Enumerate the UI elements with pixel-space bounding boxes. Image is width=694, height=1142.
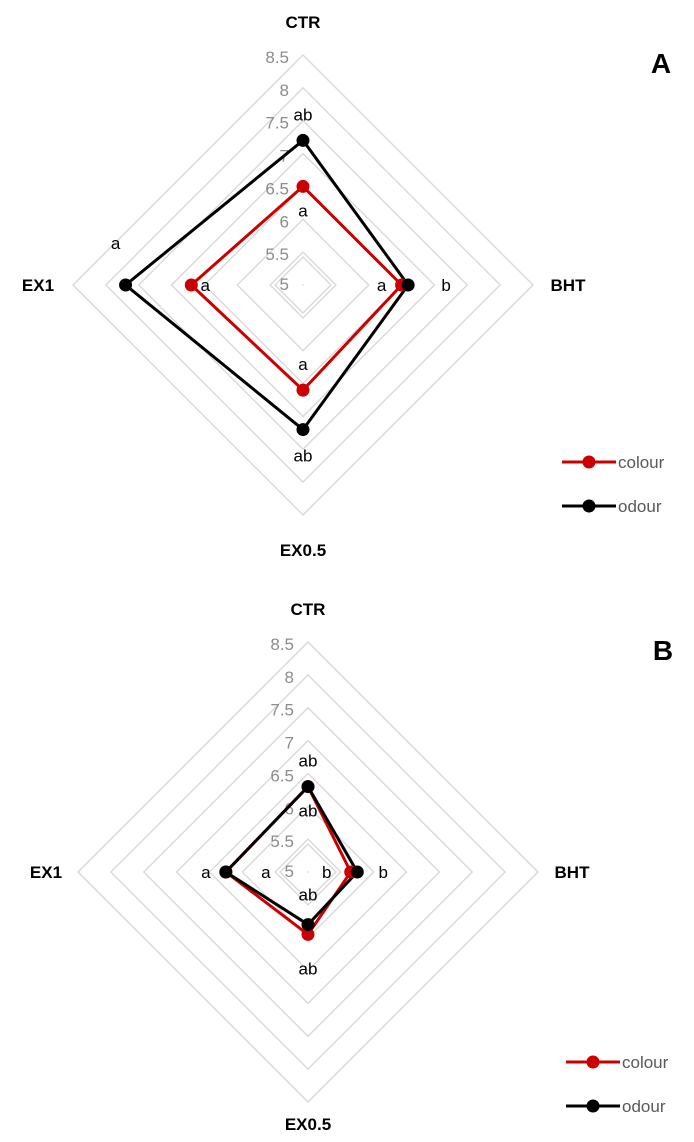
- tick-label-1-0: 5: [285, 862, 294, 881]
- tick-label-1-5: 7.5: [270, 701, 294, 720]
- axis-label-ex05-0: EX0.5: [280, 541, 326, 560]
- axis-label-bht-1: BHT: [555, 863, 591, 882]
- legend-marker-colour-1: [587, 1056, 600, 1069]
- axis-label-ex05-1: EX0.5: [285, 1115, 331, 1134]
- annotation-colour-ex05-1: ab: [299, 959, 318, 978]
- series-line-colour-0: [191, 186, 401, 390]
- legend-marker-odour-0: [583, 500, 596, 513]
- data-point-odour-ex05-1: [302, 918, 315, 931]
- legend-label-colour-1: colour: [622, 1053, 669, 1072]
- tick-label-0-3: 6.5: [265, 179, 289, 198]
- annotation-odour-ex1-0: a: [111, 234, 121, 253]
- data-point-odour-bht-1: [351, 866, 364, 879]
- annotation-colour-ctr-0: a: [298, 201, 308, 220]
- tick-label-1-4: 7: [285, 734, 294, 753]
- tick-label-0-7: 8.5: [265, 48, 289, 67]
- legend-label-colour-0: colour: [618, 453, 665, 472]
- annotation-odour-ex05-1: ab: [299, 886, 318, 905]
- data-point-odour-ex05-0: [297, 423, 310, 436]
- panel-label-a: A: [651, 48, 671, 79]
- annotation-colour-bht-0: a: [377, 276, 387, 295]
- annotation-odour-bht-1: b: [379, 863, 388, 882]
- annotation-colour-ex1-0: a: [201, 276, 211, 295]
- axis-label-ex1-0: EX1: [22, 276, 54, 295]
- tick-label-1-1: 5.5: [270, 832, 294, 851]
- tick-label-0-6: 8: [280, 81, 289, 100]
- tick-label-1-7: 8.5: [270, 635, 294, 654]
- legend-label-odour-1: odour: [622, 1097, 666, 1116]
- axis-label-bht-0: BHT: [551, 276, 587, 295]
- data-point-odour-bht-0: [402, 279, 415, 292]
- legend-marker-colour-0: [583, 456, 596, 469]
- tick-label-0-1: 5.5: [265, 245, 289, 264]
- axis-label-ctr-1: CTR: [291, 600, 326, 619]
- axis-label-ex1-1: EX1: [30, 863, 62, 882]
- data-point-colour-ex05-0: [297, 384, 310, 397]
- annotation-odour-ctr-0: ab: [294, 105, 313, 124]
- data-point-colour-ex1-0: [185, 279, 198, 292]
- tick-label-0-5: 7.5: [265, 114, 289, 133]
- tick-label-1-3: 6.5: [270, 766, 294, 785]
- tick-label-0-2: 6: [280, 212, 289, 231]
- panel-label-b: B: [653, 635, 673, 666]
- annotation-colour-ex1-1: a: [261, 863, 271, 882]
- annotation-odour-ex05-0: ab: [294, 447, 313, 466]
- annotation-odour-ctr-1: ab: [299, 752, 318, 771]
- annotation-odour-bht-0: b: [441, 276, 450, 295]
- annotation-colour-ctr-1: ab: [299, 802, 318, 821]
- data-point-odour-ctr-1: [302, 780, 315, 793]
- tick-label-1-6: 8: [285, 668, 294, 687]
- legend-label-odour-0: odour: [618, 497, 662, 516]
- annotation-colour-ex05-0: a: [298, 355, 308, 374]
- annotation-odour-ex1-1: a: [201, 863, 211, 882]
- annotation-colour-bht-1: b: [322, 863, 331, 882]
- data-point-odour-ctr-0: [297, 134, 310, 147]
- data-point-odour-ex1-0: [119, 279, 132, 292]
- tick-label-0-0: 5: [280, 275, 289, 294]
- data-point-odour-ex1-1: [219, 866, 232, 879]
- legend-marker-odour-1: [587, 1100, 600, 1113]
- data-point-colour-ctr-0: [297, 180, 310, 193]
- axis-label-ctr-0: CTR: [286, 13, 321, 32]
